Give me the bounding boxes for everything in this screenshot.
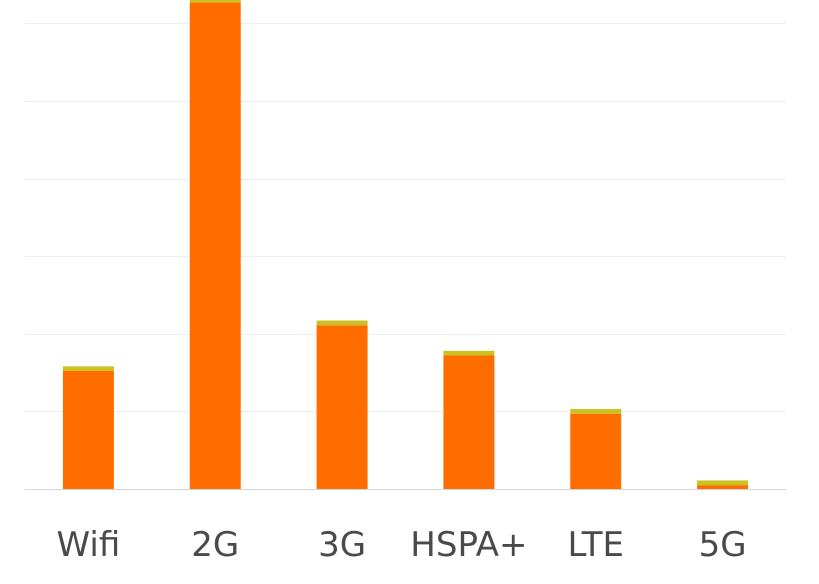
bar-segment-series-2 <box>697 480 749 486</box>
bar-group-2g <box>189 0 241 489</box>
bar-group-5g <box>697 480 749 489</box>
x-tick-label: 2G <box>191 525 239 565</box>
gridlines <box>25 23 786 412</box>
bar-segment-series-1 <box>443 355 495 489</box>
bar-segment-series-2 <box>189 0 241 3</box>
bar-group-wifi <box>62 366 114 489</box>
bar-segment-series-1 <box>189 2 241 489</box>
bar-segment-series-1 <box>570 413 622 489</box>
bar-segment-series-2 <box>570 409 622 414</box>
bar-segment-series-1 <box>697 485 749 489</box>
x-tick-label: Wifi <box>57 525 121 565</box>
bar-segment-series-2 <box>443 350 495 356</box>
x-tick-label: HSPA+ <box>410 525 527 565</box>
bar-segment-series-2 <box>62 366 114 372</box>
bars <box>62 0 749 489</box>
bar-segment-series-2 <box>316 320 368 326</box>
x-tick-labels: Wifi 2G 3G HSPA+ LTE 5G <box>57 525 747 565</box>
bar-group-3g <box>316 320 368 489</box>
x-tick-label: 5G <box>699 525 747 565</box>
bar-group-lte <box>570 409 622 489</box>
x-tick-label: LTE <box>567 525 624 565</box>
bar-segment-series-1 <box>316 325 368 489</box>
bar-group-hspa- <box>443 350 495 489</box>
bar-segment-series-1 <box>62 371 114 489</box>
x-tick-label: 3G <box>318 525 366 565</box>
